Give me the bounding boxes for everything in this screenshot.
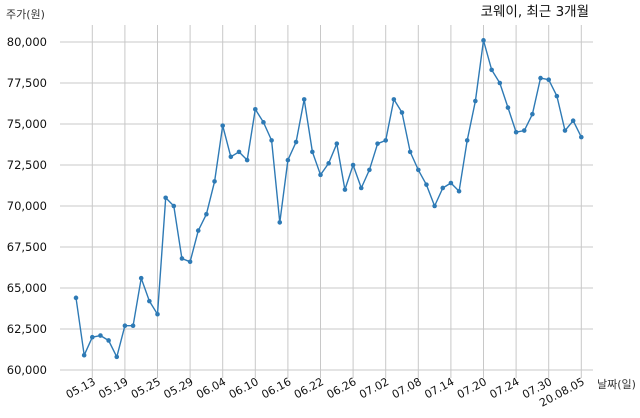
data-point xyxy=(521,128,527,133)
data-point xyxy=(562,128,568,133)
data-point xyxy=(195,228,201,233)
x-tick-label: 05.13 xyxy=(64,375,98,401)
x-axis-title: 날짜(일) xyxy=(597,377,636,391)
data-point xyxy=(513,129,519,135)
data-point xyxy=(269,138,274,143)
x-tick-label: 06.04 xyxy=(194,375,228,401)
data-point xyxy=(318,172,323,178)
data-point xyxy=(130,323,136,329)
y-tick-label: 60,000 xyxy=(7,363,47,377)
x-tick-label: 07.08 xyxy=(390,375,424,401)
data-point xyxy=(163,195,168,201)
data-point xyxy=(244,157,250,163)
data-point xyxy=(358,185,364,191)
data-point xyxy=(155,311,160,317)
data-point xyxy=(505,105,511,110)
data-point xyxy=(383,138,389,143)
x-tick-label: 05.25 xyxy=(129,375,163,401)
data-point xyxy=(114,354,120,360)
y-tick-label: 80,000 xyxy=(7,35,47,49)
data-point xyxy=(407,149,413,155)
data-point xyxy=(342,187,348,192)
grid-lines xyxy=(60,25,593,378)
data-point xyxy=(570,118,576,124)
data-point xyxy=(473,98,478,104)
y-tick-label: 65,000 xyxy=(7,281,47,295)
data-point xyxy=(301,97,307,102)
data-point xyxy=(326,161,331,166)
data-point xyxy=(73,295,79,301)
x-tick-labels: 05.1305.1905.2505.2906.0406.1006.1606.22… xyxy=(64,375,587,409)
data-point xyxy=(187,259,193,265)
data-point xyxy=(391,97,397,102)
y-tick-label: 72,500 xyxy=(7,158,47,172)
y-tick-label: 70,000 xyxy=(7,199,47,213)
x-tick-label: 07.02 xyxy=(357,375,391,401)
data-point xyxy=(530,111,535,117)
data-point xyxy=(440,185,446,191)
series-price xyxy=(73,38,584,360)
data-point xyxy=(424,182,429,187)
data-point xyxy=(310,149,315,155)
data-point xyxy=(448,180,454,186)
data-point xyxy=(171,203,177,209)
data-point xyxy=(334,141,340,146)
data-point xyxy=(464,138,470,143)
data-point xyxy=(416,167,421,173)
y-tick-label: 77,500 xyxy=(7,76,47,90)
data-point xyxy=(220,123,225,128)
x-tick-label: 05.29 xyxy=(162,375,196,401)
data-point xyxy=(228,154,234,160)
data-point xyxy=(81,352,87,358)
data-point xyxy=(554,93,560,99)
data-point xyxy=(489,67,494,73)
data-point xyxy=(546,77,551,83)
x-tick-label: 06.10 xyxy=(227,375,261,401)
y-tick-label: 67,500 xyxy=(7,240,47,254)
x-tick-label: 06.26 xyxy=(325,375,359,401)
data-point xyxy=(122,323,128,329)
data-point xyxy=(285,157,291,163)
chart-title: 코웨이, 최근 3개월 xyxy=(481,4,589,20)
data-point xyxy=(261,120,266,125)
data-point xyxy=(538,75,543,81)
y-tick-label: 62,500 xyxy=(7,322,47,336)
data-point xyxy=(579,134,584,140)
data-point xyxy=(90,334,95,340)
x-tick-label: 07.14 xyxy=(422,375,456,401)
data-point xyxy=(138,275,144,281)
series-line xyxy=(75,39,582,358)
data-point xyxy=(456,188,462,194)
y-axis-title: 주가(원) xyxy=(6,8,45,21)
data-point xyxy=(106,338,111,343)
data-point xyxy=(481,38,486,43)
data-point xyxy=(350,162,356,168)
x-tick-label: 06.16 xyxy=(259,375,293,401)
x-tick-label: 05.19 xyxy=(96,375,130,401)
y-tick-label: 75,000 xyxy=(7,117,47,131)
data-point xyxy=(253,106,258,112)
data-point xyxy=(147,298,152,304)
data-point xyxy=(98,333,103,338)
x-tick-label: 06.22 xyxy=(292,375,326,401)
data-point xyxy=(367,167,372,173)
data-point xyxy=(375,141,380,146)
data-point xyxy=(236,149,242,155)
data-point xyxy=(179,256,185,261)
data-point xyxy=(432,203,437,209)
data-point xyxy=(293,139,299,145)
y-tick-labels: 60,000 62,500 65,000 67,500 70,000 72,500 75,0… xyxy=(7,35,47,377)
x-tick-label: 07.20 xyxy=(455,375,489,401)
data-point xyxy=(204,211,209,217)
data-point xyxy=(497,80,503,86)
data-point xyxy=(399,110,405,115)
data-point xyxy=(212,179,217,184)
x-tick-label: 07.24 xyxy=(488,375,522,401)
data-point xyxy=(277,220,283,225)
